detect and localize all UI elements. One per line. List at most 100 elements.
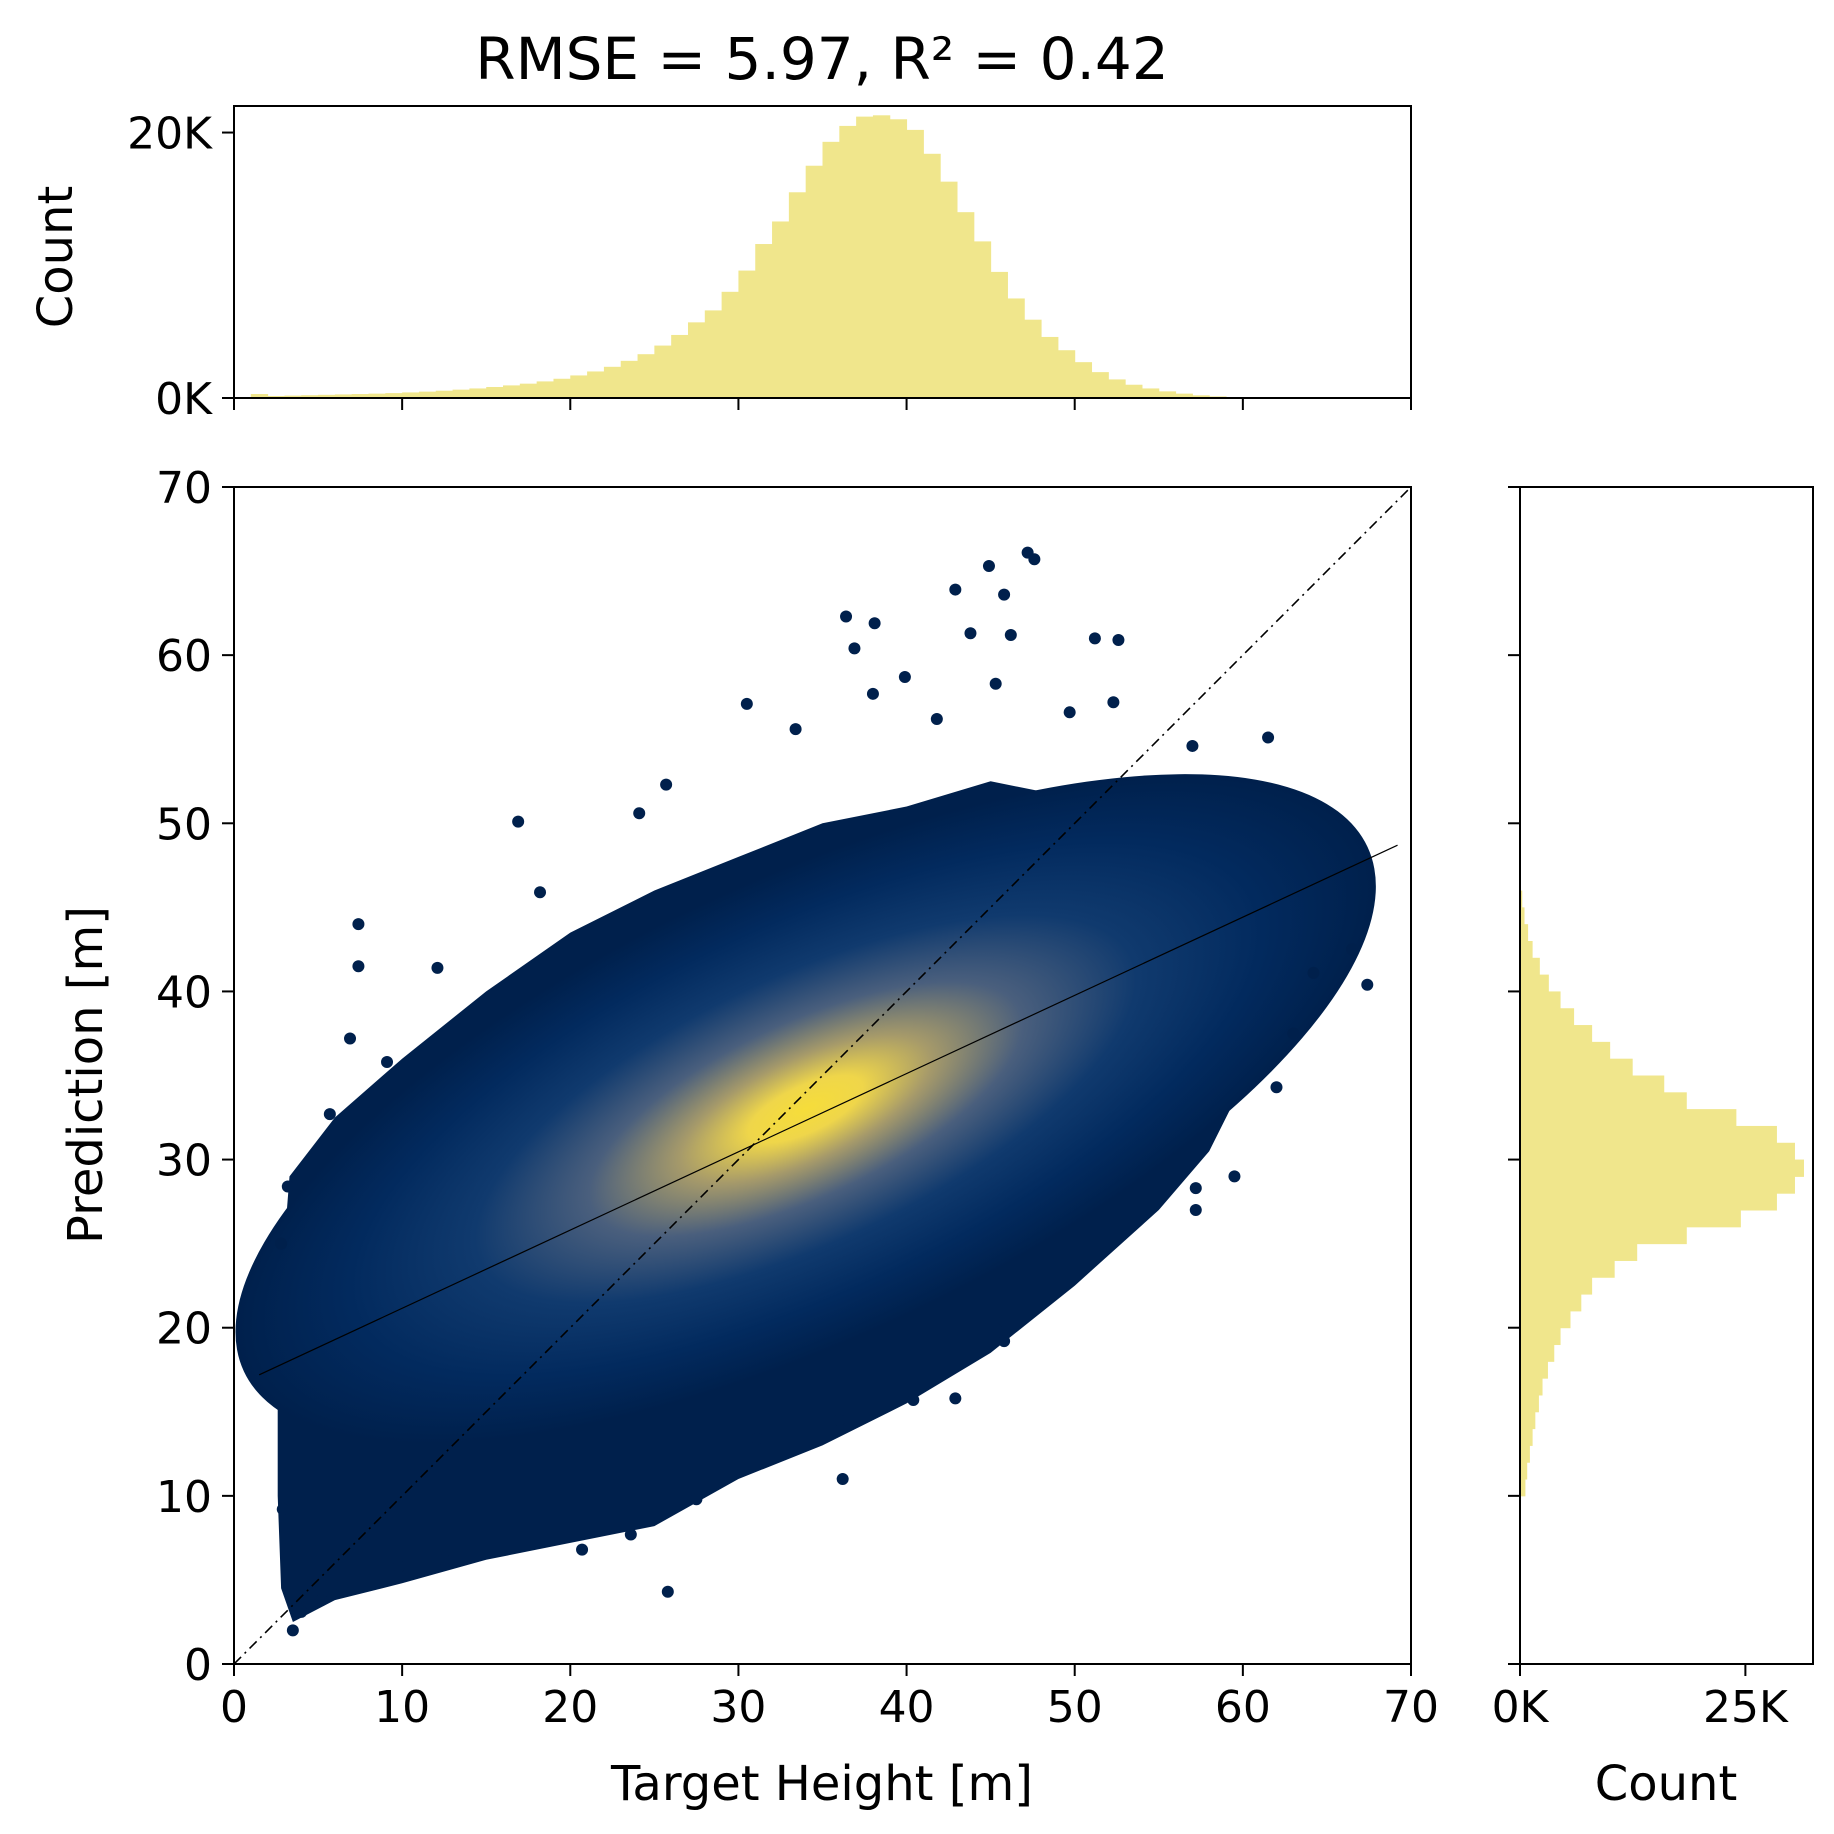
- scatter-point: [840, 610, 853, 623]
- right-histogram-bar: [1520, 1210, 1741, 1228]
- right-histogram-bar: [1520, 1479, 1526, 1497]
- y-tick-label: 20: [156, 1304, 212, 1355]
- right-histogram-bar: [1520, 1092, 1687, 1110]
- scatter-point: [750, 1432, 763, 1445]
- scatter-point: [633, 807, 646, 820]
- top-histogram-bar: [1024, 319, 1042, 398]
- top-histogram-y-ticks: 0K 20K: [127, 109, 234, 425]
- scatter-point: [789, 723, 802, 736]
- scatter-point: [998, 588, 1011, 601]
- x-tick-label: 50: [1047, 1682, 1103, 1733]
- scatter-point: [323, 1108, 336, 1121]
- scatter-outlier-points: [275, 546, 1374, 1637]
- top-histogram-bar: [1041, 336, 1059, 398]
- scatter-point: [576, 1543, 589, 1556]
- scatter-point: [281, 1180, 294, 1193]
- top-histogram-bar: [1074, 362, 1093, 398]
- right-histogram-bar: [1520, 1310, 1571, 1329]
- scatter-point: [949, 583, 962, 596]
- x-tick-label: 70: [1383, 1682, 1439, 1733]
- scatter-point: [998, 1335, 1011, 1348]
- right-histogram-bar: [1520, 924, 1529, 942]
- right-histogram-bar: [1520, 957, 1540, 976]
- y-tick-label: 30: [156, 1136, 212, 1187]
- right-histogram-bar: [1520, 1025, 1593, 1043]
- right-histogram-bar: [1520, 1260, 1615, 1278]
- right-histogram-x-label: Count: [1595, 1756, 1738, 1812]
- right-histogram-bar: [1520, 1361, 1548, 1379]
- y-tick-label: 70: [156, 463, 212, 514]
- y-tick-label: 50: [156, 799, 212, 850]
- right-histogram-frame: [1519, 486, 1814, 1665]
- right-histogram-bar: [1520, 1411, 1536, 1430]
- y-tick-label: 40: [156, 967, 212, 1018]
- scatter-point: [1004, 628, 1017, 641]
- right-histogram-bar: [1520, 1041, 1611, 1060]
- top-histogram-y-label: Count: [28, 186, 84, 329]
- top-histogram-frame: [233, 105, 1412, 399]
- one-to-one-reference-line: [234, 487, 1411, 1664]
- scatter-density-core: [235, 774, 1376, 1445]
- top-histogram-bar: [250, 394, 269, 398]
- scatter-point: [998, 1314, 1011, 1327]
- scatter-point: [866, 687, 879, 700]
- scatter-point: [989, 677, 1002, 690]
- top-histogram-bar: [687, 322, 706, 398]
- scatter-point: [512, 815, 525, 828]
- scatter-point: [836, 1473, 849, 1486]
- top-histogram-bar: [1007, 298, 1025, 398]
- right-histogram-bar: [1520, 1125, 1777, 1144]
- top-histogram-bar: [772, 221, 790, 398]
- top-histogram-bar: [805, 165, 823, 398]
- right-histogram-bar: [1520, 1058, 1633, 1076]
- scatter-point: [833, 1414, 846, 1427]
- top-histogram-bar: [519, 383, 538, 398]
- chart-title: RMSE = 5.97, R² = 0.42: [475, 25, 1168, 93]
- scatter-point: [1270, 1081, 1283, 1094]
- scatter-point: [930, 713, 943, 726]
- scatter-point: [1189, 1182, 1202, 1195]
- top-histogram-bar: [923, 153, 941, 398]
- x-tick-label: 20: [542, 1682, 598, 1733]
- right-histogram-bar: [1520, 1344, 1555, 1362]
- scatter-point: [276, 1503, 289, 1516]
- right-histogram-bar: [1520, 1109, 1737, 1127]
- top-histogram-bar: [318, 394, 336, 398]
- right-histogram-bar: [1520, 1008, 1575, 1026]
- y-tick-label: 60: [156, 631, 212, 682]
- top-histogram-bar: [1125, 384, 1143, 398]
- scatter-point: [381, 1056, 394, 1069]
- scatter-frame: [233, 486, 1412, 1665]
- scatter-point: [1287, 1027, 1300, 1040]
- top-histogram-bar: [1108, 379, 1126, 398]
- scatter-point: [1189, 1204, 1202, 1217]
- right-histogram-bar: [1520, 991, 1561, 1009]
- top-histogram-bar: [351, 394, 370, 398]
- scatter-point: [431, 961, 444, 974]
- scatter-point: [534, 886, 547, 899]
- scatter-x-ticks: 0 10 20 30 40 50 60 70: [220, 1664, 1439, 1733]
- scatter-point: [964, 627, 977, 640]
- right-histogram-bar: [1520, 1428, 1533, 1446]
- scatter-point: [868, 617, 881, 630]
- top-histogram-bar: [368, 393, 386, 398]
- top-histogram-bar: [1141, 388, 1160, 398]
- top-histogram-bar: [906, 129, 924, 398]
- scatter-point: [898, 671, 911, 684]
- scatter-point: [848, 642, 861, 655]
- top-histogram-bar: [856, 116, 874, 399]
- y-tick-label: 0: [184, 1640, 212, 1691]
- top-histogram-bar: [1091, 372, 1109, 398]
- top-histogram-bar: [385, 393, 403, 398]
- top-histogram-bar: [990, 271, 1008, 398]
- right-histogram-bar: [1520, 1142, 1795, 1161]
- top-histogram-bar: [788, 192, 807, 398]
- top-y-tick-label: 20K: [127, 109, 213, 160]
- right-histogram-panel: 0K 25K Count: [1492, 486, 1814, 1812]
- scatter-point: [335, 1580, 348, 1593]
- scatter-y-ticks: 0 10 20 30 40 50 60 70: [156, 463, 234, 1691]
- top-histogram-bar: [973, 241, 992, 398]
- top-histogram-bar: [603, 366, 622, 398]
- x-tick-label: 30: [710, 1682, 766, 1733]
